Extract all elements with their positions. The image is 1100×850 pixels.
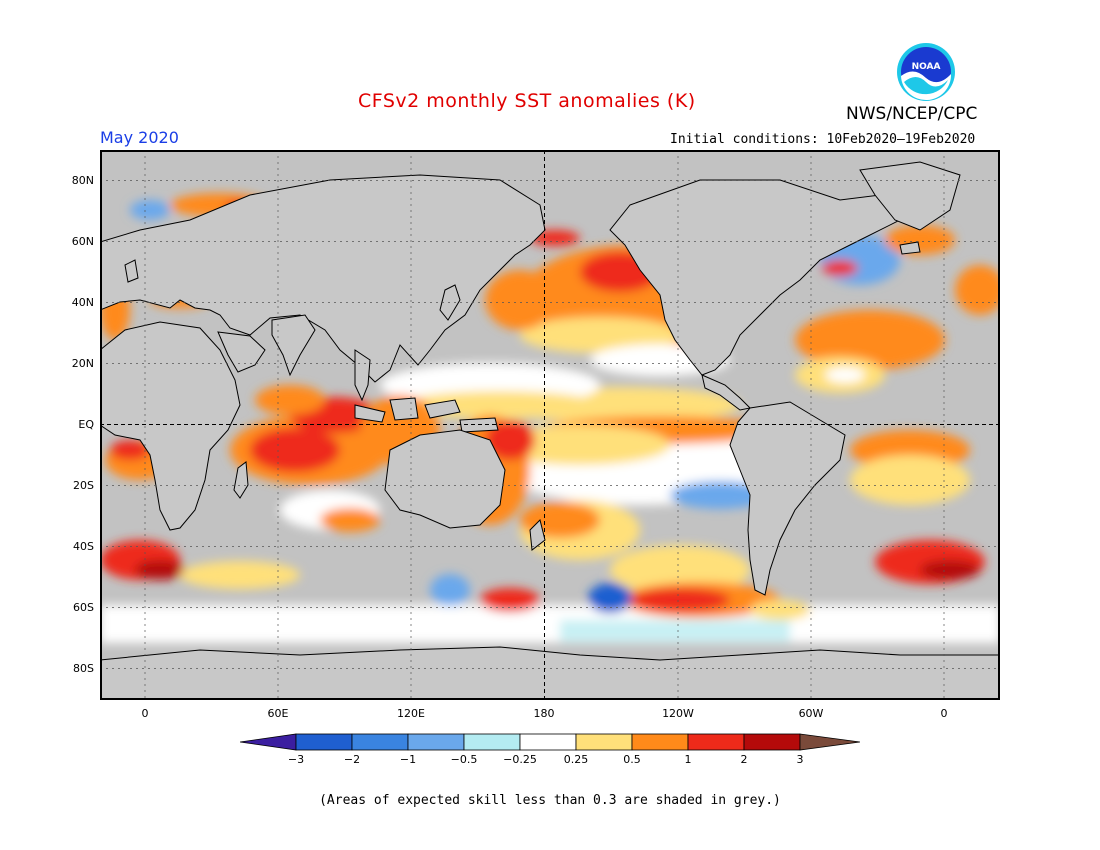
colorbar-tick-6: 0.5 bbox=[623, 753, 641, 766]
noaa-logo-text: NOAA bbox=[912, 62, 941, 72]
chart-title: CFSv2 monthly SST anomalies (K) bbox=[358, 90, 696, 112]
colorbar-cell-8 bbox=[687, 733, 745, 751]
colorbar-cell-5 bbox=[519, 733, 577, 751]
lat-label-80n: 80N bbox=[71, 174, 94, 187]
colorbar-tick-0: −3 bbox=[287, 753, 305, 766]
colorbar-cell-over bbox=[799, 733, 860, 751]
lat-label-20n: 20N bbox=[71, 357, 94, 370]
lon-label-0-right: 0 bbox=[940, 707, 948, 720]
colorbar-cell-4 bbox=[463, 733, 521, 751]
lon-label-60w: 60W bbox=[798, 707, 824, 720]
colorbar-tick-9: 3 bbox=[796, 753, 804, 766]
colorbar-tick-2: −1 bbox=[399, 753, 417, 766]
valid-month: May 2020 bbox=[100, 128, 179, 147]
colorbar-cell-1 bbox=[295, 733, 353, 751]
colorbar-cell-9 bbox=[743, 733, 801, 751]
agency-label: NWS/NCEP/CPC bbox=[846, 104, 978, 124]
map-frame bbox=[100, 150, 1000, 700]
lon-label-0-left: 0 bbox=[141, 707, 149, 720]
lon-label-120w: 120W bbox=[662, 707, 694, 720]
lon-label-180: 180 bbox=[533, 707, 555, 720]
graticule bbox=[100, 150, 1000, 700]
lat-label-eq: EQ bbox=[78, 418, 94, 431]
lat-label-40s: 40S bbox=[73, 540, 94, 553]
equator-dateline bbox=[100, 150, 1000, 700]
colorbar-cell-7 bbox=[631, 733, 689, 751]
colorbar-tick-1: −2 bbox=[343, 753, 361, 766]
lat-label-40n: 40N bbox=[71, 296, 94, 309]
colorbar-cell-3 bbox=[407, 733, 465, 751]
colorbar-cell-under bbox=[240, 733, 297, 751]
sst-anomaly-map bbox=[100, 150, 1000, 700]
lon-label-120e: 120E bbox=[397, 707, 425, 720]
colorbar-cell-6 bbox=[575, 733, 633, 751]
lat-label-20s: 20S bbox=[73, 479, 94, 492]
lat-label-60s: 60S bbox=[73, 601, 94, 614]
continents bbox=[100, 161, 1000, 700]
colorbar bbox=[240, 733, 860, 751]
colorbar-cell-2 bbox=[351, 733, 409, 751]
colorbar-tick-4: −0.25 bbox=[503, 753, 537, 766]
lon-label-60e: 60E bbox=[267, 707, 289, 720]
colorbar-tick-3: −0.5 bbox=[450, 753, 478, 766]
lat-label-60n: 60N bbox=[71, 235, 94, 248]
skill-footnote: (Areas of expected skill less than 0.3 a… bbox=[319, 793, 781, 808]
colorbar-tick-5: 0.25 bbox=[563, 753, 589, 766]
colorbar-tick-8: 2 bbox=[740, 753, 748, 766]
noaa-logo-icon: NOAA bbox=[897, 43, 955, 101]
lat-label-80s: 80S bbox=[73, 662, 94, 675]
colorbar-tick-7: 1 bbox=[684, 753, 692, 766]
initial-conditions: Initial conditions: 10Feb2020–19Feb2020 bbox=[670, 132, 976, 147]
